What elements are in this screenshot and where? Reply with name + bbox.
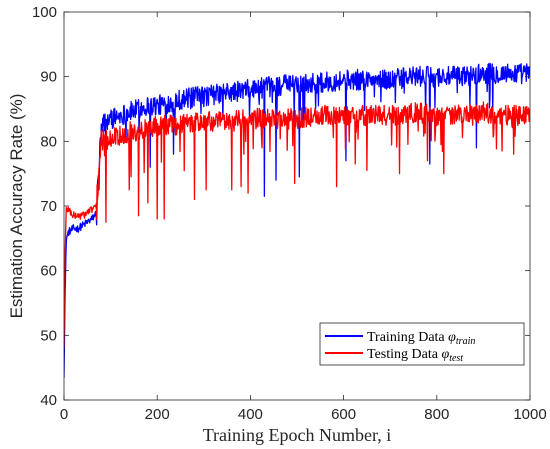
- legend-box: [319, 322, 525, 366]
- y-axis-label: Estimation Accuracy Rate (%): [7, 94, 26, 319]
- x-tick-label: 600: [331, 406, 356, 423]
- y-tick-label: 90: [40, 69, 57, 86]
- y-tick-label: 60: [40, 263, 57, 280]
- x-tick-label: 400: [238, 406, 263, 423]
- series-line-test: [64, 101, 530, 348]
- y-tick-label: 70: [40, 198, 57, 215]
- y-axis: 40 50 60 70 80 90 100: [32, 4, 530, 409]
- y-tick-label: 80: [40, 133, 57, 150]
- y-tick-label: 100: [32, 4, 57, 21]
- x-axis: 0 200 400 600 800 1000: [60, 12, 547, 423]
- x-tick-label: 200: [145, 406, 170, 423]
- y-tick-label: 40: [40, 392, 57, 409]
- legend-entry-train: Training Data φtrain: [367, 330, 475, 347]
- series-layer: [64, 62, 530, 378]
- x-axis-label: Training Epoch Number, i: [203, 425, 392, 445]
- y-tick-label: 50: [40, 327, 57, 344]
- x-tick-label: 0: [60, 406, 68, 423]
- x-tick-label: 800: [424, 406, 449, 423]
- legend-entry-test: Testing Data φtest: [367, 347, 463, 364]
- series-line-train: [64, 62, 530, 378]
- x-tick-label: 1000: [513, 406, 546, 423]
